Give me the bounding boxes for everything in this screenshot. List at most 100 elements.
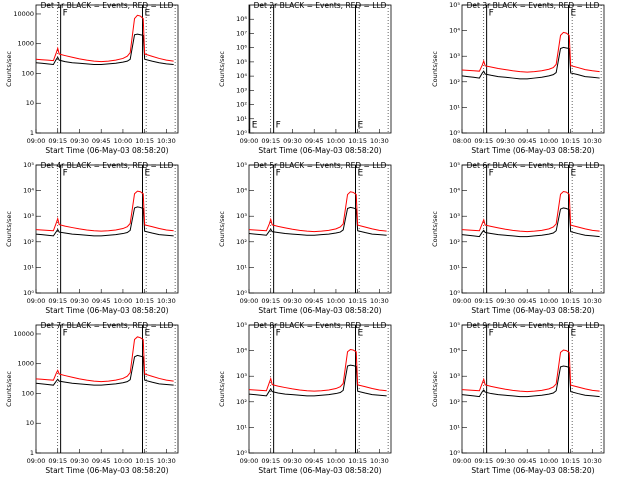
y-tick-label: 10²: [236, 238, 247, 246]
x-tick-label: 09:45: [92, 297, 111, 305]
x-axis-label: Start Time (06-May-03 08:58:20): [45, 146, 168, 155]
x-tick-label: 09:45: [305, 137, 324, 145]
chart-title: Det 8r BLACK = Events, RED = LLD: [254, 321, 387, 330]
y-tick-label: 1000: [17, 360, 34, 368]
marker-label: F: [489, 169, 494, 179]
x-axis-label: Start Time (06-May-03 08:58:20): [45, 466, 168, 475]
y-tick-label: 10⁵: [23, 161, 34, 169]
series-line: [248, 349, 387, 392]
y-axis-label: Counts/sec: [5, 211, 13, 247]
x-tick-label: 09:30: [496, 457, 515, 465]
x-axis-label: Start Time (06-May-03 08:58:20): [471, 146, 594, 155]
x-tick-label: 09:00: [240, 457, 259, 465]
marker-label: E: [358, 169, 364, 179]
x-tick-label: 09:00: [27, 297, 46, 305]
marker-label: E: [145, 9, 151, 19]
marker-label: F: [489, 9, 494, 19]
y-tick-label: 10²: [236, 398, 247, 406]
x-axis-label: Start Time (06-May-03 08:58:20): [258, 466, 381, 475]
y-axis-label: Counts/sec: [431, 371, 439, 407]
chart-title: Det 2r BLACK = Events, RED = LLD: [254, 1, 387, 10]
x-tick-label: 09:15: [48, 457, 67, 465]
marker-label: E: [571, 169, 577, 179]
marker-label: F: [63, 9, 68, 19]
x-tick-label: 09:45: [305, 457, 324, 465]
y-tick-label: 10¹: [449, 423, 460, 431]
x-axis-label: Start Time (06-May-03 08:58:20): [45, 306, 168, 315]
y-tick-label: 10⁴: [449, 27, 460, 35]
series-line: [248, 191, 387, 233]
y-tick-label: 10²: [449, 238, 460, 246]
x-tick-label: 08:00: [453, 137, 472, 145]
y-tick-label: 10²: [449, 398, 460, 406]
marker-label: F: [276, 329, 281, 339]
x-tick-label: 10:00: [327, 297, 346, 305]
y-tick-label: 1: [30, 129, 34, 137]
chart-title: Det 4r BLACK = Events, RED = LLD: [41, 161, 174, 170]
chart-title: Det 5r BLACK = Events, RED = LLD: [254, 161, 387, 170]
x-tick-label: 10:30: [157, 137, 176, 145]
x-tick-label: 10:30: [370, 297, 389, 305]
y-tick-label: 10⁵: [449, 161, 460, 169]
plot-frame: [248, 324, 392, 454]
x-axis-label: Start Time (06-May-03 08:58:20): [471, 466, 594, 475]
plot-frame: [461, 324, 605, 454]
x-tick-label: 10:30: [583, 457, 602, 465]
y-tick-label: 10⁴: [449, 187, 460, 195]
plot-frame: [35, 4, 179, 134]
marker-label: E: [145, 169, 151, 179]
x-tick-label: 09:15: [474, 297, 493, 305]
y-tick-label: 10⁰: [449, 289, 460, 297]
x-tick-label: 09:15: [474, 137, 493, 145]
chart-title: Det 1r BLACK = Events, RED = LLD: [41, 1, 174, 10]
marker-label: F: [489, 329, 494, 339]
y-tick-label: 100: [22, 389, 34, 397]
x-tick-label: 10:00: [327, 137, 346, 145]
y-axis-label: Counts/sec: [5, 371, 13, 407]
y-tick-label: 10⁵: [236, 58, 247, 66]
y-tick-label: 10⁴: [236, 187, 247, 195]
x-tick-label: 10:15: [348, 297, 367, 305]
y-tick-label: 10³: [236, 212, 247, 220]
x-tick-label: 10:15: [135, 457, 154, 465]
y-tick-label: 10¹: [449, 263, 460, 271]
y-tick-label: 10⁰: [449, 449, 460, 457]
x-tick-label: 10:15: [561, 457, 580, 465]
y-axis-label: Counts/sec: [431, 51, 439, 87]
y-tick-label: 10²: [236, 101, 247, 109]
x-tick-label: 10:15: [348, 137, 367, 145]
x-tick-label: 09:00: [453, 457, 472, 465]
y-tick-label: 10³: [449, 372, 460, 380]
y-tick-label: 10³: [23, 212, 34, 220]
y-tick-label: 10000: [13, 10, 34, 18]
plot-frame: [248, 4, 392, 134]
x-tick-label: 09:15: [261, 137, 280, 145]
y-tick-label: 10: [26, 419, 34, 427]
x-tick-label: 09:15: [474, 457, 493, 465]
x-tick-label: 09:30: [70, 137, 89, 145]
y-tick-label: 10⁵: [236, 161, 247, 169]
y-tick-label: 100: [22, 69, 34, 77]
y-tick-label: 10⁴: [236, 72, 247, 80]
y-axis-label: Counts/sec: [431, 211, 439, 247]
x-tick-label: 09:45: [518, 457, 537, 465]
chart-title: Det 7r BLACK = Events, RED = LLD: [41, 321, 174, 330]
chart-title: Det 9r BLACK = Events, RED = LLD: [467, 321, 600, 330]
y-tick-label: 10³: [449, 212, 460, 220]
x-tick-label: 10:30: [370, 137, 389, 145]
marker-label: E: [571, 329, 577, 339]
x-tick-label: 09:30: [496, 297, 515, 305]
series-line: [35, 336, 174, 383]
y-tick-label: 10⁴: [449, 347, 460, 355]
y-tick-label: 10⁴: [236, 347, 247, 355]
x-tick-label: 09:45: [518, 297, 537, 305]
marker-label: E: [571, 9, 577, 19]
x-tick-label: 09:15: [48, 297, 67, 305]
marker-label: F: [276, 121, 281, 131]
y-tick-label: 10¹: [236, 263, 247, 271]
x-tick-label: 10:30: [583, 297, 602, 305]
y-tick-label: 10¹: [236, 423, 247, 431]
y-tick-label: 10⁸: [236, 15, 247, 23]
x-tick-label: 09:00: [27, 137, 46, 145]
